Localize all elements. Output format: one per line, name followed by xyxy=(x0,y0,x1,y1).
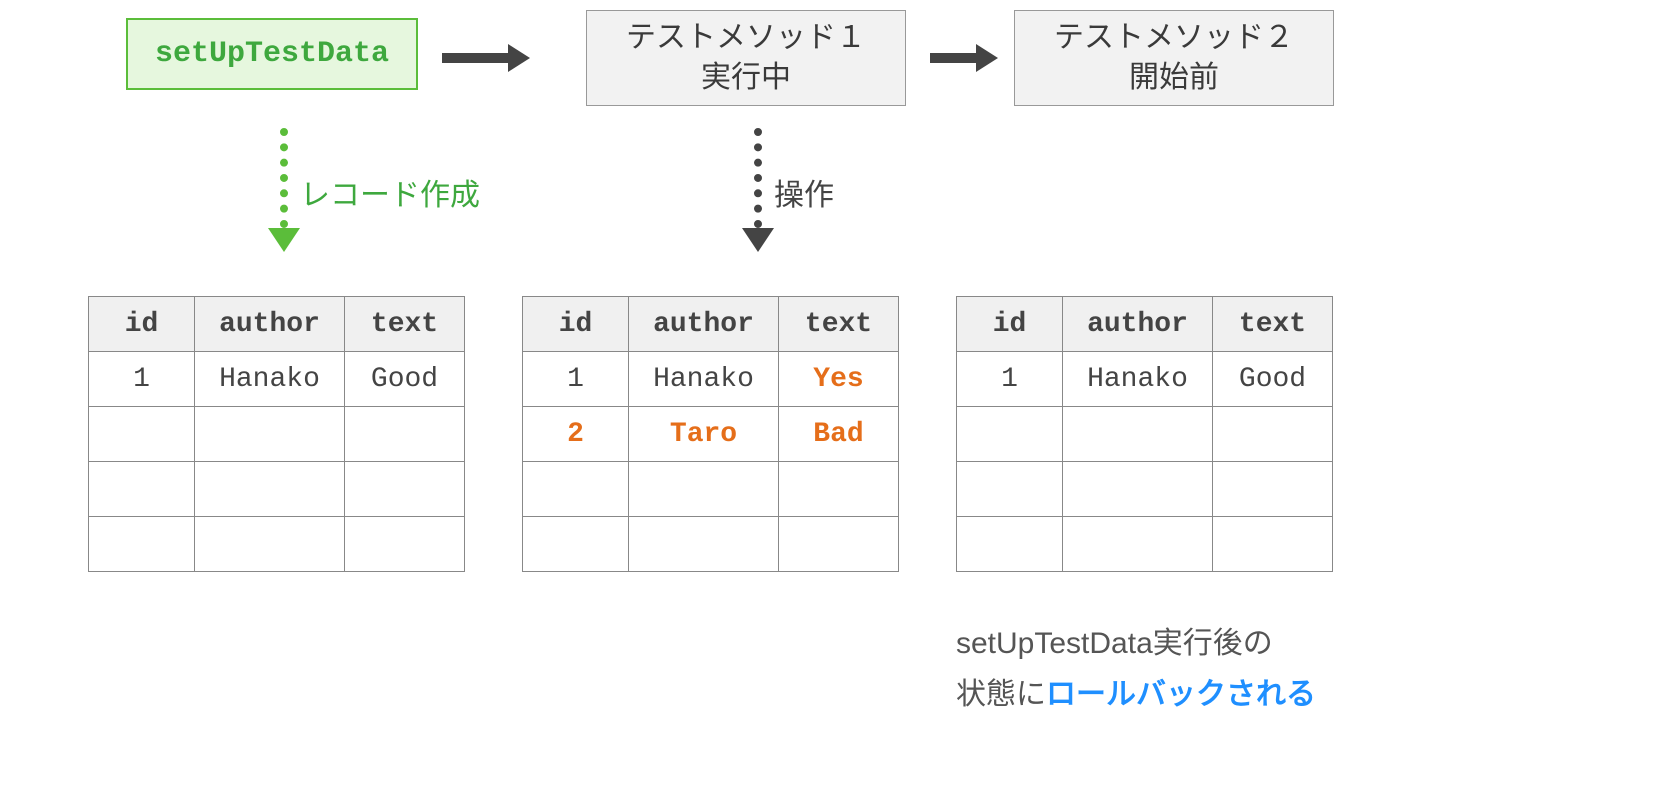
table-cell: 1 xyxy=(523,352,629,407)
table-cell: 1 xyxy=(89,352,195,407)
table-row xyxy=(957,517,1333,572)
arrow-down-create xyxy=(268,128,300,252)
box-m1-line1: テストメソッド１ xyxy=(626,18,866,59)
table-cell: Hanako xyxy=(1063,352,1213,407)
table-cell: Hanako xyxy=(629,352,779,407)
arrow-shaft xyxy=(442,53,508,63)
table-cell xyxy=(957,517,1063,572)
table-cell xyxy=(629,517,779,572)
table-row xyxy=(89,407,465,462)
table-cell xyxy=(1063,517,1213,572)
arrow-m1-to-m2 xyxy=(930,44,998,72)
table-col-header: text xyxy=(779,297,899,352)
table-cell: Good xyxy=(345,352,465,407)
footnote-highlight: ロールバックされる xyxy=(1046,678,1316,711)
label-operate: 操作 xyxy=(774,170,834,214)
table-cell xyxy=(1213,462,1333,517)
arrow-head-icon xyxy=(742,228,774,252)
table-cell xyxy=(1213,517,1333,572)
table-cell xyxy=(779,462,899,517)
table-cell xyxy=(629,462,779,517)
arrow-setup-to-m1 xyxy=(442,44,530,72)
table-row xyxy=(523,462,899,517)
table-row xyxy=(89,462,465,517)
footnote-rollback: setUpTestData実行後の 状態にロールバックされる xyxy=(956,618,1316,720)
table-col-header: id xyxy=(523,297,629,352)
table-cell xyxy=(89,517,195,572)
table-row: 1HanakoGood xyxy=(89,352,465,407)
table-cell xyxy=(1213,407,1333,462)
table-row xyxy=(957,462,1333,517)
box-setup-test-data: setUpTestData xyxy=(126,18,418,90)
arrow-dotted-shaft xyxy=(754,128,762,228)
table-cell xyxy=(195,462,345,517)
box-test-method-2: テストメソッド２ 開始前 xyxy=(1014,10,1334,106)
arrow-head-icon xyxy=(268,228,300,252)
arrow-head-icon xyxy=(976,44,998,72)
table-cell xyxy=(957,462,1063,517)
table-cell: 2 xyxy=(523,407,629,462)
table-cell: Good xyxy=(1213,352,1333,407)
box-m2-line1: テストメソッド２ xyxy=(1054,18,1294,59)
box-setup-label: setUpTestData xyxy=(155,34,389,75)
arrow-down-operate xyxy=(742,128,774,252)
table-row xyxy=(523,517,899,572)
table-initial-state: idauthortext1HanakoGood xyxy=(88,296,465,572)
table-col-header: author xyxy=(1063,297,1213,352)
diagram-stage: setUpTestData テストメソッド１ 実行中 テストメソッド２ 開始前 … xyxy=(0,0,1660,812)
table-col-header: id xyxy=(89,297,195,352)
table-after-rollback: idauthortext1HanakoGood xyxy=(956,296,1333,572)
arrow-shaft xyxy=(930,53,976,63)
footnote-line1: setUpTestData実行後の xyxy=(956,627,1273,660)
box-test-method-1: テストメソッド１ 実行中 xyxy=(586,10,906,106)
arrow-head-icon xyxy=(508,44,530,72)
table-col-header: id xyxy=(957,297,1063,352)
table-col-header: author xyxy=(629,297,779,352)
table-col-header: author xyxy=(195,297,345,352)
table-cell: Hanako xyxy=(195,352,345,407)
table-cell: 1 xyxy=(957,352,1063,407)
table-row: 1HanakoYes xyxy=(523,352,899,407)
table-cell xyxy=(195,407,345,462)
table-cell: Taro xyxy=(629,407,779,462)
table-cell xyxy=(89,407,195,462)
table-row: 1HanakoGood xyxy=(957,352,1333,407)
box-m1-line2: 実行中 xyxy=(701,58,791,99)
table-during-test: idauthortext1HanakoYes2TaroBad xyxy=(522,296,899,572)
table-row xyxy=(957,407,1333,462)
table-cell xyxy=(345,462,465,517)
arrow-dotted-shaft xyxy=(280,128,288,228)
table-cell: Yes xyxy=(779,352,899,407)
table-col-header: text xyxy=(345,297,465,352)
box-m2-line2: 開始前 xyxy=(1129,58,1219,99)
table-cell xyxy=(345,517,465,572)
footnote-line2a: 状態に xyxy=(956,678,1046,711)
table-col-header: text xyxy=(1213,297,1333,352)
table-row: 2TaroBad xyxy=(523,407,899,462)
table-cell xyxy=(345,407,465,462)
table-cell xyxy=(779,517,899,572)
table-cell: Bad xyxy=(779,407,899,462)
table-cell xyxy=(957,407,1063,462)
table-cell xyxy=(1063,407,1213,462)
table-cell xyxy=(523,462,629,517)
table-cell xyxy=(1063,462,1213,517)
table-row xyxy=(89,517,465,572)
table-cell xyxy=(195,517,345,572)
table-cell xyxy=(89,462,195,517)
table-cell xyxy=(523,517,629,572)
label-record-create: レコード作成 xyxy=(300,170,480,214)
